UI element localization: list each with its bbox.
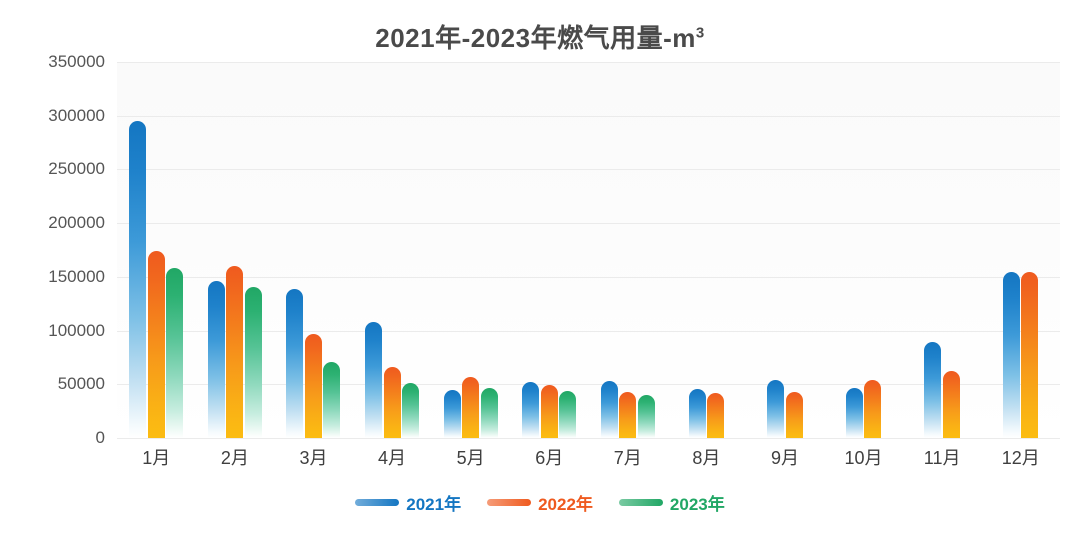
bar-2023年-5月[interactable] [480,387,498,438]
x-axis-tick-label: 7月 [613,448,642,468]
chart-title-superscript: 3 [695,24,705,42]
legend-item-2021年[interactable]: 2021年 [355,490,461,515]
bar-group [431,62,510,438]
bar-2022年-10月[interactable] [864,380,882,438]
bar-2021年-5月[interactable] [443,389,461,438]
x-axis-tick-label: 9月 [770,448,799,468]
legend-swatch-icon [487,499,532,506]
bars-layer [117,62,1060,438]
legend-label: 2022年 [538,495,593,514]
gridline [117,330,1060,332]
bar-group [274,62,353,438]
bar-2021年-9月[interactable] [767,380,785,438]
bar-2021年-7月[interactable] [600,381,618,438]
bar-2022年-11月[interactable] [942,371,960,438]
gridline [117,438,1060,439]
gridline [117,223,1060,225]
gridline [117,384,1060,386]
x-axis-tick-label: 6月 [535,448,564,468]
bar-2021年-1月[interactable] [129,121,147,438]
y-axis-tick-label: 300000 [48,105,105,125]
bar-2023年-7月[interactable] [637,395,655,438]
x-axis: 1月 2月 3月 4月 5月 6月 7月 8月 9月 10月 11月 12月 [117,444,1060,476]
bar-2023年-6月[interactable] [559,390,577,438]
chart-title-text: 2021年-2023年燃气用量-m [375,23,696,53]
legend-label: 2021年 [406,495,462,514]
legend-item-2022年[interactable]: 2022年 [487,490,593,515]
bar-group [903,62,982,438]
bar-2022年-8月[interactable] [707,392,725,438]
bar-2022年-5月[interactable] [462,376,480,438]
legend-swatch-icon [618,499,663,506]
legend-label: 2023年 [669,495,725,514]
x-axis-tick-label: 3月 [299,448,328,468]
x-axis-tick-label: 5月 [456,448,485,468]
y-axis-tick-label: 0 [95,428,105,447]
bar-2023年-3月[interactable] [323,361,341,438]
x-axis-tick-label: 8月 [692,448,721,468]
x-axis-tick-label: 10月 [844,448,883,468]
y-axis-tick-label: 200000 [48,213,105,233]
x-axis-tick-label: 1月 [142,448,171,468]
y-axis-tick-label: 150000 [48,266,105,286]
bar-group [824,62,903,438]
bar-2022年-1月[interactable] [147,251,165,438]
bar-2021年-12月[interactable] [1002,271,1020,438]
gridline [117,276,1060,278]
bar-2021年-3月[interactable] [286,288,304,438]
bar-2021年-2月[interactable] [207,281,225,438]
bar-group [667,62,746,438]
bar-2021年-6月[interactable] [522,382,540,438]
bar-2023年-1月[interactable] [166,268,184,438]
bar-2022年-7月[interactable] [619,391,637,438]
bar-2021年-10月[interactable] [845,387,863,438]
plot-area [117,62,1060,439]
bar-2022年-4月[interactable] [383,367,401,438]
bar-2021年-8月[interactable] [688,388,706,438]
legend-swatch-icon [355,499,400,506]
y-axis-tick-label: 50000 [57,374,105,394]
gridline [117,115,1060,117]
bar-2022年-2月[interactable] [226,266,244,438]
bar-2021年-11月[interactable] [924,342,942,438]
x-axis-tick-label: 2月 [220,448,249,468]
y-axis: 350000 300000 250000 200000 150000 100000 5000… [0,52,105,447]
bar-2022年-6月[interactable] [540,385,558,438]
y-axis-tick-label: 100000 [48,320,105,340]
bar-group [510,62,589,438]
bar-group [353,62,432,438]
x-axis-tick-label: 12月 [1001,448,1040,468]
x-axis-tick-label: 4月 [378,448,407,468]
x-axis-tick-label: 11月 [923,448,961,468]
bar-2022年-9月[interactable] [785,391,803,438]
bar-2023年-2月[interactable] [244,286,262,438]
chart-title: 2021年-2023年燃气用量-m3 [0,18,1080,55]
gridline [117,62,1060,63]
y-axis-tick-label: 250000 [48,159,105,179]
bar-2022年-3月[interactable] [304,333,322,438]
bar-2022年-12月[interactable] [1021,271,1039,438]
legend-item-2023年[interactable]: 2023年 [618,490,725,515]
y-axis-tick-label: 350000 [48,52,105,71]
bar-group [196,62,275,438]
bar-group [746,62,825,438]
gridline [117,169,1060,171]
bar-group [981,62,1060,438]
bar-2023年-4月[interactable] [402,383,420,438]
bar-group [589,62,668,438]
bar-group [117,62,196,438]
bar-2021年-4月[interactable] [365,321,383,438]
chart-legend: 2021年 2022年 2023年 [0,490,1080,515]
